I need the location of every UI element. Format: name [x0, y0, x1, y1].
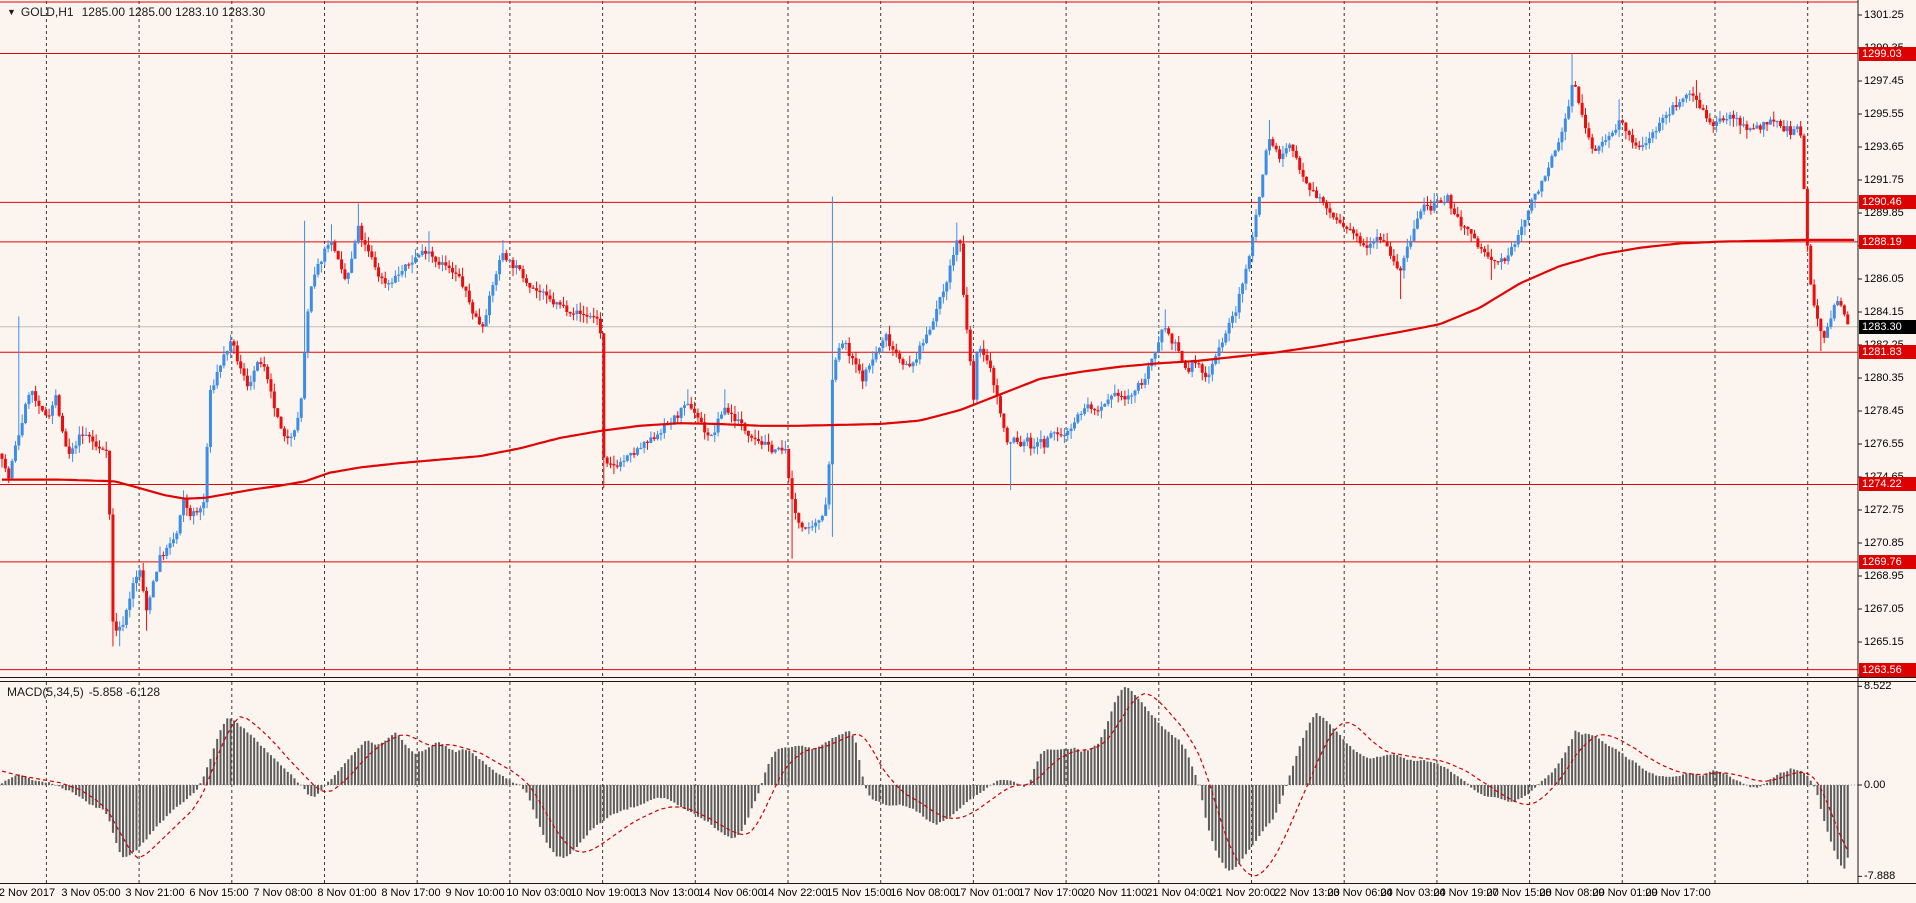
- panel-separator-top[interactable]: [0, 677, 1916, 678]
- macd-indicator-values: -5.858 -6.128: [88, 685, 161, 699]
- date-label: 10 Nov 03:00: [506, 887, 572, 899]
- price-tick-label: 1293.65: [1864, 140, 1904, 153]
- date-label: 24 Nov 03:00: [1380, 887, 1446, 899]
- date-label: 21 Nov 04:00: [1146, 887, 1212, 899]
- date-label: 28 Nov 08:00: [1539, 887, 1605, 899]
- date-label: 21 Nov 20:00: [1210, 887, 1276, 899]
- level-badge: 1288.19: [1859, 234, 1916, 249]
- price-tick-label: 1295.55: [1864, 107, 1904, 120]
- date-label: 17 Nov 01:00: [954, 887, 1020, 899]
- date-label: 20 Nov 11:00: [1082, 887, 1148, 899]
- date-label: 24 Nov 19:00: [1433, 887, 1499, 899]
- time-axis-border: [0, 883, 1916, 884]
- price-tick-label: 1289.85: [1864, 206, 1904, 219]
- macd-legend: MACD(5,34,5) -5.858 -6.128: [7, 685, 160, 699]
- level-badge: 1269.76: [1859, 554, 1916, 569]
- date-label: 2 Nov 2017: [0, 887, 56, 899]
- symbol-legend: ▼ GOLD,H1 1285.00 1285.00 1283.10 1283.30: [7, 5, 265, 19]
- current-price-badge: 1283.30: [1859, 319, 1916, 334]
- price-tick-label: 1286.05: [1864, 272, 1904, 285]
- price-tick-label: 1272.75: [1864, 503, 1904, 516]
- price-tick-label: 1278.45: [1864, 404, 1904, 417]
- date-label: 29 Nov 01:00: [1592, 887, 1658, 899]
- date-label: 22 Nov 13:00: [1274, 887, 1340, 899]
- price-tick-label: 1284.15: [1864, 305, 1904, 318]
- macd-tick-label: -7.888: [1864, 870, 1896, 883]
- panel-separator-bottom: [0, 681, 1916, 682]
- level-badge: 1281.83: [1859, 345, 1916, 360]
- level-badge: 1263.56: [1859, 662, 1916, 677]
- price-tick-label: 1297.45: [1864, 74, 1904, 87]
- date-label: 7 Nov 08:00: [253, 887, 313, 899]
- date-label: 8 Nov 17:00: [381, 887, 441, 899]
- price-tick-label: 1270.85: [1864, 536, 1904, 549]
- date-label: 10 Nov 19:00: [570, 887, 636, 899]
- ma-line[interactable]: [2, 238, 1854, 500]
- date-label: 8 Nov 01:00: [317, 887, 377, 899]
- date-label: 23 Nov 06:00: [1327, 887, 1393, 899]
- level-badge: 1299.03: [1859, 46, 1916, 61]
- price-tick-label: 1280.35: [1864, 371, 1904, 384]
- dropdown-arrow-icon: ▼: [7, 7, 16, 17]
- date-label: 3 Nov 21:00: [125, 887, 185, 899]
- level-badge: 1290.46: [1859, 195, 1916, 210]
- macd-tick-label: 0.00: [1864, 779, 1886, 791]
- date-label: 16 Nov 08:00: [890, 887, 956, 899]
- date-label: 13 Nov 13:00: [634, 887, 700, 899]
- price-tick-label: 1268.95: [1864, 569, 1904, 582]
- ohlc-values: 1285.00 1285.00 1283.10 1283.30: [81, 5, 266, 19]
- price-tick-label: 1291.75: [1864, 173, 1904, 186]
- macd-signal-line: [1, 692, 1849, 877]
- macd-indicator-label: MACD(5,34,5): [7, 685, 84, 699]
- date-label: 6 Nov 15:00: [189, 887, 249, 899]
- date-label: 9 Nov 10:00: [445, 887, 505, 899]
- date-label: 27 Nov 15:00: [1486, 887, 1552, 899]
- level-badge: 1274.22: [1859, 477, 1916, 492]
- price-tick-label: 1301.25: [1864, 9, 1904, 21]
- symbol-name: GOLD,H1: [20, 5, 74, 19]
- price-tick-label: 1265.15: [1864, 635, 1904, 648]
- date-label: 14 Nov 22:00: [762, 887, 828, 899]
- date-label: 14 Nov 06:00: [698, 887, 764, 899]
- price-tick-label: 1276.55: [1864, 437, 1904, 450]
- macd-tick-label: 8.522: [1864, 680, 1892, 693]
- price-tick-label: 1267.05: [1864, 602, 1904, 615]
- date-label: 17 Nov 17:00: [1018, 887, 1084, 899]
- date-label: 15 Nov 15:00: [826, 887, 892, 899]
- date-label: 3 Nov 05:00: [61, 887, 121, 899]
- macd-histogram: [1, 687, 1849, 871]
- date-label: 29 Nov 17:00: [1645, 887, 1711, 899]
- candles: [0, 54, 1850, 647]
